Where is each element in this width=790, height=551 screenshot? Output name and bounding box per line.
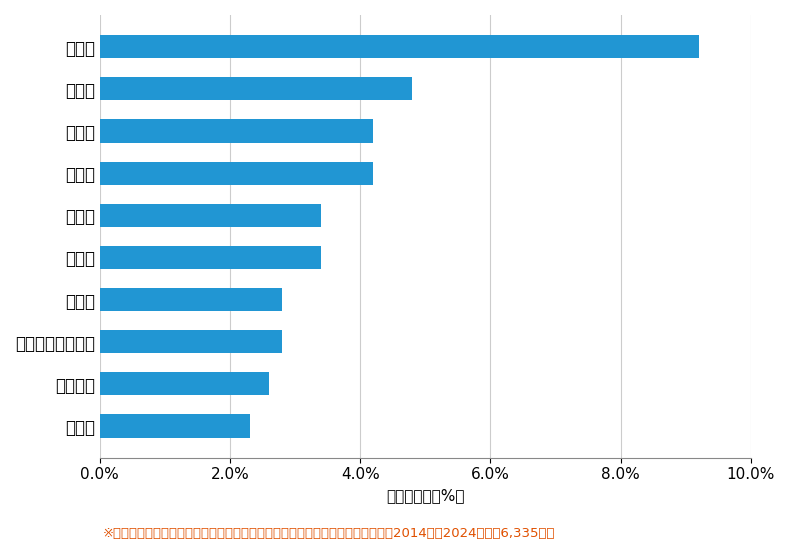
Bar [100,161,373,185]
Bar [100,204,322,227]
Bar [100,35,698,58]
Bar [100,120,373,143]
Bar [100,330,282,353]
Bar [100,414,250,437]
Bar [100,372,269,396]
Text: ※弊社受付の案件を対象に、受付時に市区町村の回答があったものを集計（期間2014年～2024年、計6,335件）: ※弊社受付の案件を対象に、受付時に市区町村の回答があったものを集計（期間2014… [103,527,555,540]
Bar [100,288,282,311]
Bar [100,77,412,100]
Bar [100,246,322,269]
X-axis label: 件数の割合（%）: 件数の割合（%） [386,488,465,503]
